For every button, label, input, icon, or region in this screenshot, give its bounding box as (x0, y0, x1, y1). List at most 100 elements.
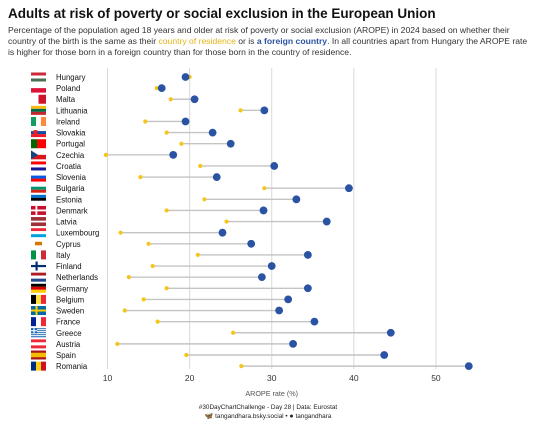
x-tick-label: 10 (103, 373, 113, 383)
foreign-point (380, 351, 389, 359)
flag-hungary-icon (31, 72, 46, 82)
footer-separator: • (285, 413, 288, 420)
subtitle-text-1: Percentage of the population aged 18 yea… (8, 25, 510, 46)
flag-part (37, 139, 46, 149)
foreign-point (464, 362, 473, 371)
flag-part (31, 161, 46, 165)
github-icon: ● (289, 413, 294, 420)
flag-part (31, 228, 46, 232)
foreign-point (267, 262, 276, 270)
country-label: Greece (56, 329, 82, 338)
flag-part (36, 294, 41, 304)
flag-slovenia-icon (31, 172, 46, 182)
country-label: Finland (56, 262, 82, 271)
country-label: Slovakia (56, 129, 86, 138)
residence-point (115, 341, 120, 346)
flag-part (31, 131, 46, 135)
residence-point (138, 174, 143, 180)
flag-part (31, 283, 46, 287)
foreign-point (218, 228, 227, 237)
foreign-point (270, 162, 279, 170)
flag-part (31, 342, 46, 346)
flag-part (31, 88, 46, 93)
flag-part (31, 164, 46, 168)
country-label: Ireland (56, 117, 80, 126)
residence-point (168, 97, 173, 102)
residence-point (262, 186, 267, 191)
flag-lithuania-icon (31, 105, 46, 115)
flag-part (31, 154, 46, 160)
country-label: France (56, 318, 80, 327)
flag-cyprus-icon (31, 239, 46, 249)
flag-part (31, 209, 46, 212)
flag-greece-icon (31, 328, 46, 338)
bluesky-handle[interactable]: tangandhara.bsky.social (215, 413, 284, 420)
foreign-point (247, 239, 256, 248)
flag-spain-icon (31, 350, 46, 360)
residence-point (146, 241, 151, 246)
foreign-point (310, 317, 319, 326)
flag-part (31, 72, 46, 76)
residence-point (103, 152, 108, 157)
flag-part (31, 231, 46, 235)
butterfly-icon: 🦋 (204, 413, 214, 420)
foreign-point (212, 173, 221, 181)
flag-finland-icon (31, 261, 46, 271)
flag-france-icon (31, 317, 46, 327)
footer-credits: #30DayChartChallenge - Day 28 | Data: Eu… (198, 404, 338, 411)
footer-social: 🦋 tangandhara.bsky.social • ● tangandhar… (0, 412, 536, 420)
flag-part (31, 329, 46, 331)
residence-point (239, 364, 244, 369)
country-label: Portugal (56, 140, 85, 149)
flag-part (41, 294, 46, 304)
flag-part (31, 278, 46, 282)
flag-italy-icon (31, 250, 46, 260)
residence-point (164, 286, 169, 291)
foreign-point (345, 184, 353, 193)
flag-part (31, 183, 46, 187)
country-label: Sweden (56, 307, 84, 316)
flag-part (31, 331, 46, 333)
country-label: Czechia (56, 151, 85, 160)
foreign-point (181, 73, 190, 81)
github-handle[interactable]: tangandhara (295, 413, 332, 420)
country-label: Hungary (56, 73, 86, 82)
residence-point (179, 141, 184, 146)
flag-part (31, 234, 46, 238)
flag-luxembourg-icon (31, 228, 46, 238)
foreign-point (303, 284, 312, 293)
country-label: Poland (56, 84, 80, 93)
flag-part (31, 200, 46, 204)
foreign-point (386, 328, 395, 337)
flag-part (31, 105, 46, 109)
flag-part (31, 289, 46, 293)
residence-point (155, 319, 160, 324)
flag-part (41, 361, 46, 371)
foreign-point (289, 339, 297, 348)
flag-part (31, 345, 46, 349)
flag-part (36, 361, 41, 371)
flag-part (41, 317, 46, 327)
x-tick-label: 20 (185, 373, 195, 383)
flag-part (31, 286, 46, 290)
flag-austria-icon (31, 339, 46, 349)
flag-part (33, 130, 38, 136)
foreign-point (284, 295, 293, 304)
flag-part (31, 336, 46, 338)
flag-part (31, 189, 46, 193)
residence-point (118, 230, 123, 235)
flag-bulgaria-icon (31, 183, 46, 193)
flag-part (31, 94, 39, 104)
country-label: Estonia (56, 195, 83, 204)
flag-part (31, 111, 46, 115)
residence-point (143, 119, 148, 124)
country-label: Latvia (56, 218, 77, 227)
flag-czechia-icon (31, 150, 46, 160)
foreign-point (303, 251, 312, 259)
flag-part (31, 194, 46, 198)
residence-point (238, 108, 243, 113)
country-label: Malta (56, 95, 76, 104)
flag-sweden-icon (31, 306, 46, 316)
flag-netherlands-icon (31, 272, 46, 282)
